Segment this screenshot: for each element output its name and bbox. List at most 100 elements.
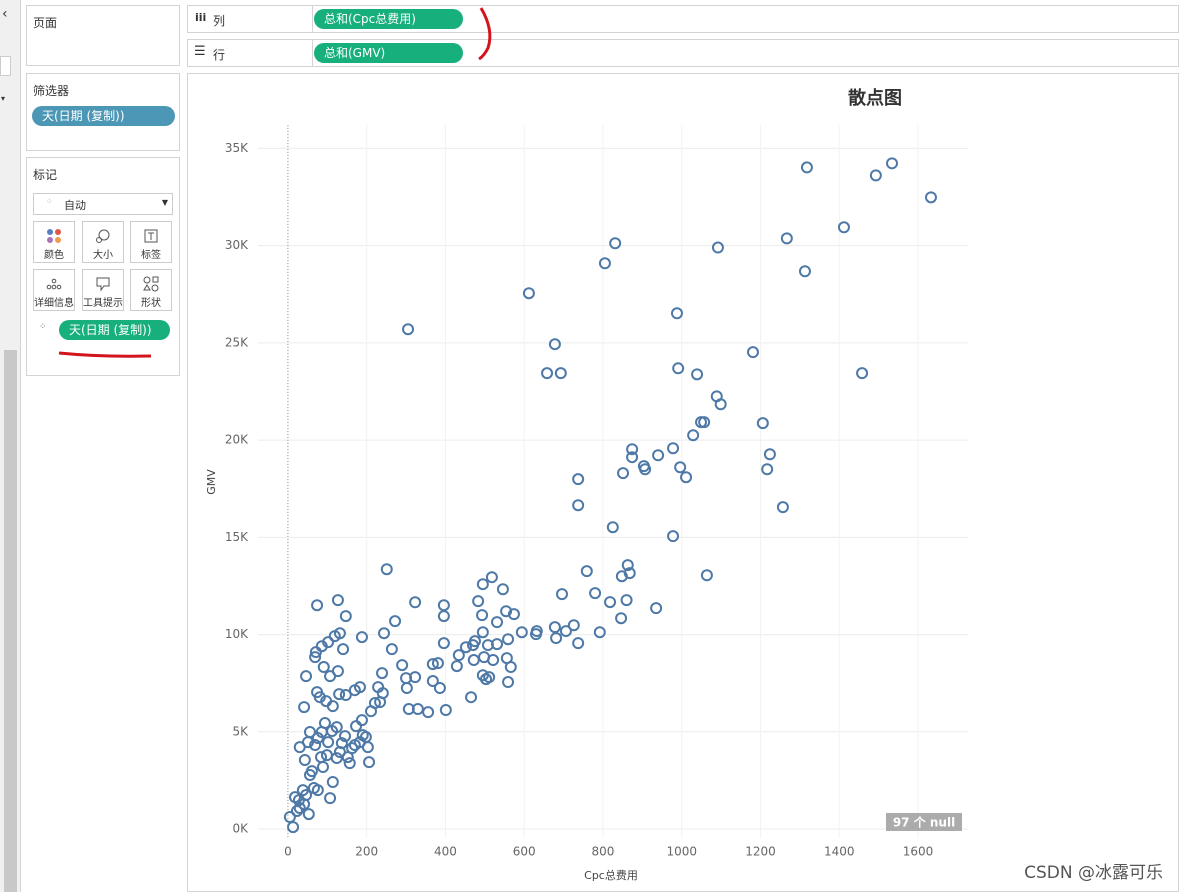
chart-title: 散点图 xyxy=(848,87,902,109)
point xyxy=(467,654,480,667)
point xyxy=(670,307,683,320)
point xyxy=(837,221,850,234)
button-label: 颜色 xyxy=(44,250,64,261)
point xyxy=(515,626,528,639)
mark-button[interactable]: 大小 xyxy=(82,221,124,263)
null-badge-text: 97 个 null xyxy=(893,815,955,830)
y-tick-label: 5K xyxy=(232,724,249,738)
point xyxy=(530,625,543,638)
point xyxy=(339,730,352,743)
filter-pill[interactable]: 天(日期 (复制)) xyxy=(32,106,175,126)
point xyxy=(339,689,352,702)
point xyxy=(409,671,422,684)
point xyxy=(374,696,387,709)
point xyxy=(554,367,567,380)
point xyxy=(283,810,296,823)
collapse-button[interactable]: ‹ xyxy=(2,6,8,22)
point xyxy=(400,682,413,695)
point xyxy=(589,587,602,600)
mark-type-dropdown[interactable]: ⁘ 自动 ▼ xyxy=(33,193,173,215)
point xyxy=(409,596,422,609)
mark-button[interactable]: 形状 xyxy=(130,269,172,311)
mark-type: 自动 xyxy=(64,199,86,212)
point xyxy=(320,695,333,708)
point xyxy=(885,157,898,170)
point xyxy=(615,612,628,625)
point xyxy=(396,659,409,672)
point xyxy=(496,583,509,596)
point xyxy=(433,682,446,695)
point xyxy=(483,671,496,684)
point xyxy=(376,667,389,680)
row-pill[interactable]: 总和(GMV) xyxy=(314,43,463,63)
mark-button[interactable]: 标签 xyxy=(130,221,172,263)
point xyxy=(385,643,398,656)
point xyxy=(309,646,322,659)
point xyxy=(798,265,811,278)
point xyxy=(598,257,611,270)
point xyxy=(365,705,378,718)
point xyxy=(437,599,450,612)
point xyxy=(422,706,435,719)
point xyxy=(698,416,711,429)
point xyxy=(639,463,652,476)
point xyxy=(502,633,515,646)
point xyxy=(481,639,494,652)
columns-shelf: iii 列 总和(Cpc总费用) xyxy=(187,5,1179,33)
point xyxy=(756,417,769,430)
column-pill[interactable]: 总和(Cpc总费用) xyxy=(314,9,463,29)
y-tick-label: 10K xyxy=(225,627,249,641)
point xyxy=(339,610,352,623)
dropdown-arrow[interactable]: ▾ xyxy=(1,94,6,103)
point xyxy=(287,821,300,834)
marks-panel: 标记 ⁘ 自动 ▼ 颜色 大小 标签 详细信息 工具提示 形状 ⁘ 天(日期 (… xyxy=(26,157,180,376)
point xyxy=(556,588,569,601)
y-tick-label: 35K xyxy=(225,141,249,155)
point xyxy=(298,701,311,714)
point xyxy=(650,602,663,615)
null-badge[interactable] xyxy=(886,813,962,831)
point xyxy=(355,714,368,727)
shelf-label: 列 xyxy=(213,14,226,28)
point xyxy=(491,616,504,629)
panel-title: 筛选器 xyxy=(33,84,70,98)
point xyxy=(363,756,376,769)
mark-button[interactable]: 工具提示 xyxy=(82,269,124,311)
point xyxy=(331,594,344,607)
detail-pill[interactable]: 天(日期 (复制)) xyxy=(59,320,170,340)
point xyxy=(580,565,593,578)
point xyxy=(620,594,633,607)
point xyxy=(333,688,346,701)
shelf-label: 行 xyxy=(213,48,226,62)
x-tick-label: 1600 xyxy=(903,845,934,859)
point xyxy=(487,654,500,667)
mark-button[interactable]: 颜色 xyxy=(33,221,75,263)
point xyxy=(309,739,322,752)
point xyxy=(550,632,563,645)
input-box[interactable] xyxy=(0,56,11,76)
point xyxy=(317,661,330,674)
point xyxy=(476,609,489,622)
point xyxy=(711,241,724,254)
point xyxy=(359,731,372,744)
point xyxy=(320,749,333,762)
point xyxy=(316,761,329,774)
point xyxy=(353,681,366,694)
scrollbar[interactable] xyxy=(4,350,17,892)
point xyxy=(548,621,561,634)
point xyxy=(361,741,374,754)
x-axis-title: Cpc总费用 xyxy=(584,868,638,882)
x-tick-label: 1000 xyxy=(666,845,697,859)
point xyxy=(687,429,700,442)
point xyxy=(776,501,789,514)
point xyxy=(780,232,793,245)
point xyxy=(300,789,313,802)
point xyxy=(869,169,882,182)
point xyxy=(330,721,343,734)
button-label: 工具提示 xyxy=(83,298,123,309)
point xyxy=(700,569,713,582)
left-strip: ‹ ▾ xyxy=(0,0,21,892)
point xyxy=(522,287,535,300)
mark-button[interactable]: 详细信息 xyxy=(33,269,75,311)
point xyxy=(350,720,363,733)
